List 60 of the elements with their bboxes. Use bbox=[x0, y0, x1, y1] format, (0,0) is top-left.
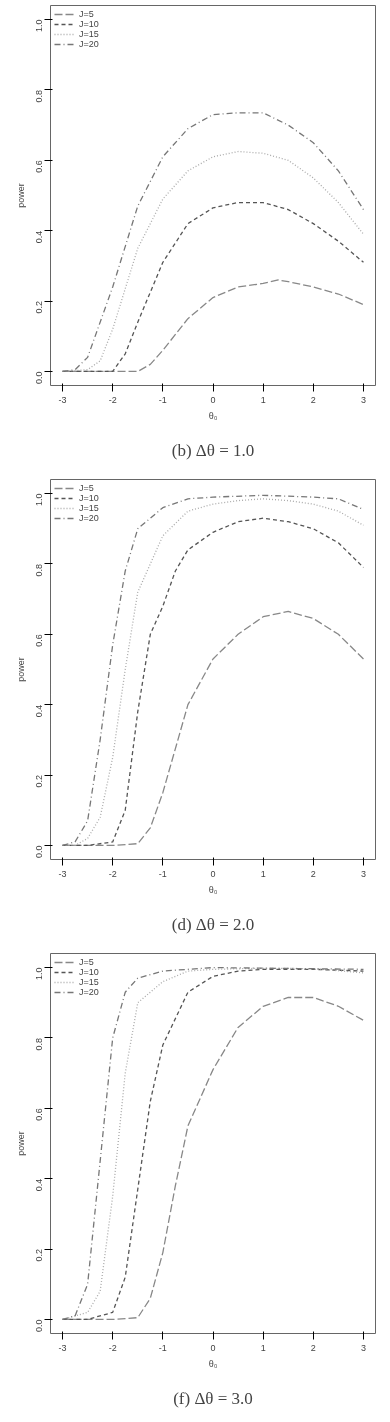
legend-label: J=15 bbox=[79, 29, 99, 39]
y-tick-label: 0.4 bbox=[34, 704, 45, 718]
x-tick-label: -3 bbox=[58, 1342, 67, 1353]
legend-label: J=20 bbox=[79, 987, 99, 997]
y-tick-label: 0.6 bbox=[34, 634, 45, 647]
x-tick-label: -2 bbox=[108, 1342, 117, 1353]
legend-label: J=5 bbox=[79, 9, 95, 19]
legend-label: J=10 bbox=[79, 19, 99, 29]
y-tick-label: 0.8 bbox=[34, 1037, 45, 1051]
legend-label: J=20 bbox=[79, 513, 99, 523]
x-tick-label: 3 bbox=[360, 868, 366, 879]
y-tick-label: 0.4 bbox=[34, 230, 45, 244]
y-axis-title: power bbox=[15, 183, 26, 208]
y-axis-title: power bbox=[15, 1131, 26, 1156]
text: (b) Δθ = 1.0 bbox=[171, 440, 255, 460]
x-tick-label: 1 bbox=[260, 1342, 266, 1353]
x-tick-label: -3 bbox=[58, 868, 67, 879]
x-tick-label: 1 bbox=[260, 868, 266, 879]
legend-label: J=15 bbox=[79, 977, 99, 987]
x-axis-title: θ₀ bbox=[208, 884, 218, 895]
x-tick-label: 2 bbox=[310, 1342, 316, 1353]
y-tick-label: 0.6 bbox=[34, 160, 45, 173]
x-tick-label: 2 bbox=[310, 394, 316, 405]
legend-label: J=20 bbox=[79, 39, 99, 49]
x-axis-title: θ₀ bbox=[208, 1358, 218, 1369]
y-tick-label: 0.0 bbox=[34, 371, 45, 384]
x-tick-label: 0 bbox=[210, 1342, 216, 1353]
y-tick-label: 0.2 bbox=[34, 775, 45, 788]
x-tick-label: -1 bbox=[158, 868, 167, 879]
text: (d) Δθ = 2.0 bbox=[171, 914, 255, 934]
y-tick-label: 0.2 bbox=[34, 1249, 45, 1262]
legend-label: J=15 bbox=[79, 503, 99, 513]
legend-label: J=10 bbox=[79, 493, 99, 503]
y-tick-label: 1.0 bbox=[34, 19, 45, 33]
x-tick-label: 3 bbox=[360, 394, 366, 405]
y-tick-label: 0.2 bbox=[34, 301, 45, 314]
x-tick-label: 3 bbox=[360, 1342, 366, 1353]
legend-label: J=10 bbox=[79, 967, 99, 977]
y-tick-label: 0.0 bbox=[34, 845, 45, 858]
x-tick-label: -1 bbox=[158, 1342, 167, 1353]
x-tick-label: 1 bbox=[260, 394, 266, 405]
text: (f) Δθ = 3.0 bbox=[173, 1388, 253, 1408]
legend-label: J=5 bbox=[79, 957, 95, 967]
y-tick-label: 0.8 bbox=[34, 563, 45, 577]
x-tick-label: -2 bbox=[108, 394, 117, 405]
y-tick-label: 1.0 bbox=[34, 493, 45, 507]
x-axis-title: θ₀ bbox=[208, 410, 218, 421]
y-tick-label: 0.4 bbox=[34, 1178, 45, 1192]
x-tick-label: -1 bbox=[158, 394, 167, 405]
x-tick-label: 2 bbox=[310, 868, 316, 879]
y-tick-label: 0.6 bbox=[34, 1108, 45, 1121]
x-tick-label: -2 bbox=[108, 868, 117, 879]
x-tick-label: 0 bbox=[210, 394, 216, 405]
y-tick-label: 0.8 bbox=[34, 89, 45, 103]
legend-label: J=5 bbox=[79, 483, 95, 493]
y-tick-label: 1.0 bbox=[34, 967, 45, 981]
y-axis-title: power bbox=[15, 657, 26, 682]
x-tick-label: 0 bbox=[210, 868, 216, 879]
x-tick-label: -3 bbox=[58, 394, 67, 405]
y-tick-label: 0.0 bbox=[34, 1319, 45, 1332]
